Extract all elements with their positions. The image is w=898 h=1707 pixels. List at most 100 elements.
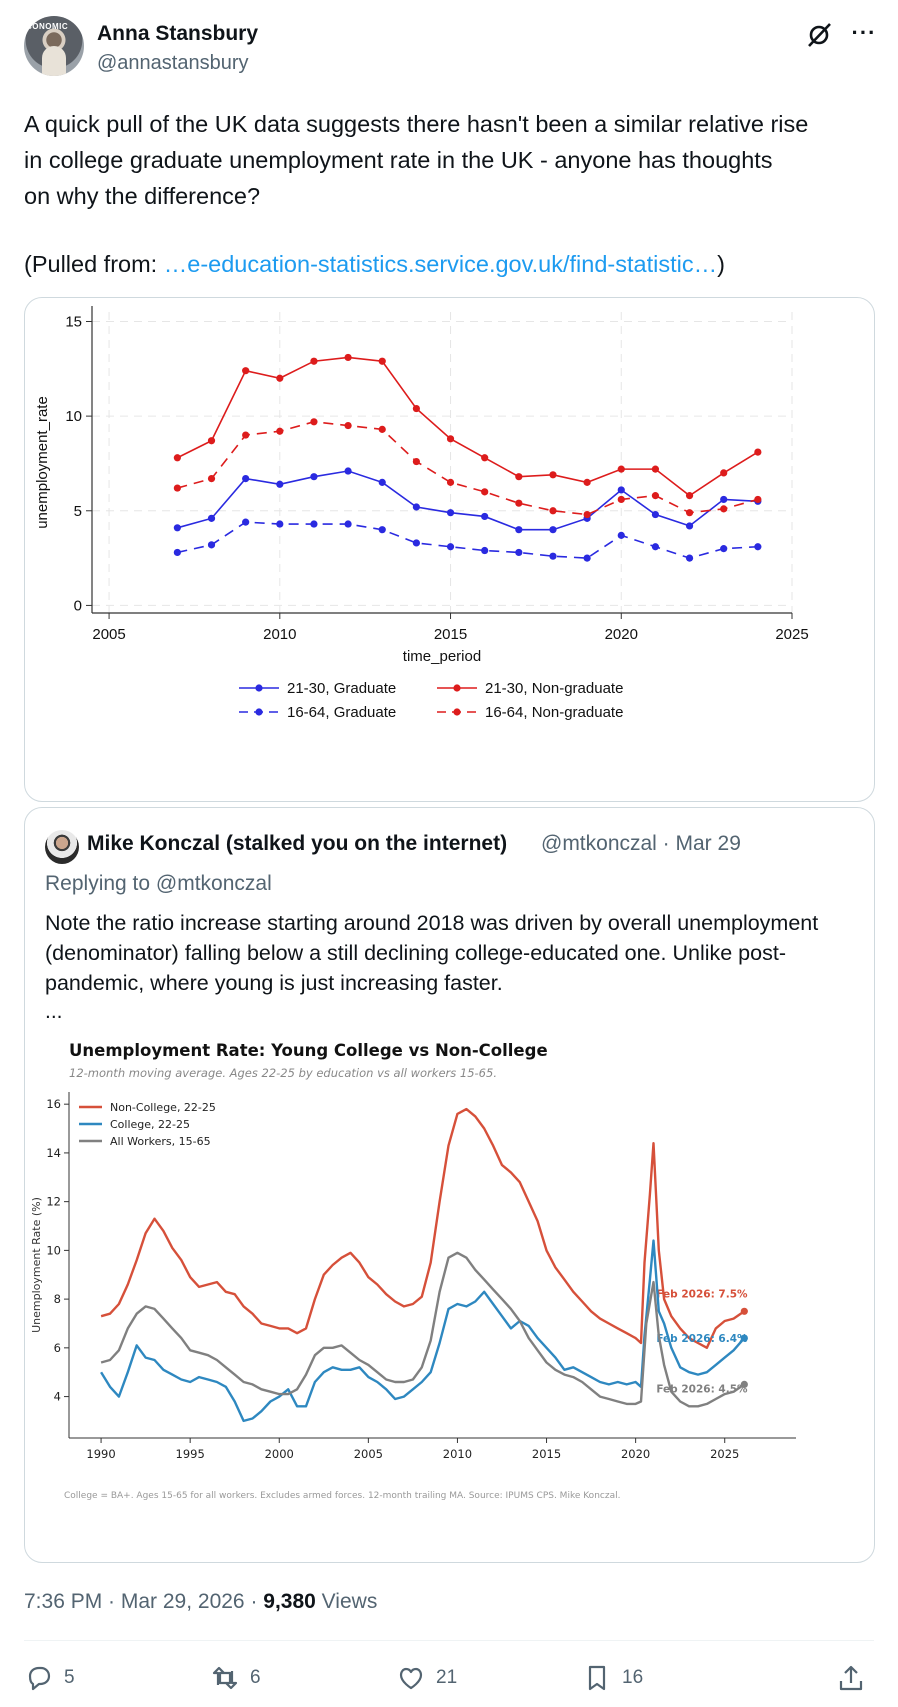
tweet-actions: 5 6 21 16 [24,1658,874,1702]
uk-data-point [617,486,625,494]
uk-data-point [617,531,625,539]
uk-y-tick-label: 15 [65,313,82,330]
uk-data-point [207,437,216,445]
uk-y-tick-label: 10 [65,408,82,425]
uk-legend-marker [453,708,461,716]
us-y-tick-label: 10 [46,1243,61,1257]
heart-icon [399,1667,423,1690]
tweet-source-line: (Pulled from: …e-education-statistics.se… [24,246,874,282]
uk-data-point [720,469,728,477]
uk-data-point [754,448,762,456]
uk-data-point [446,509,455,517]
uk-data-point [344,421,352,430]
uk-data-point [378,526,386,534]
us-x-tick-label: 1995 [176,1447,205,1461]
uk-data-point [344,520,352,528]
uk-data-point [276,480,284,488]
uk-series-line [177,470,758,531]
us-y-tick-label: 6 [54,1341,61,1355]
uk-data-point [446,435,455,443]
uk-data-point [173,524,181,532]
us-chart-footnote: College = BA+. Ages 15-65 for all worker… [64,1491,620,1501]
uk-data-point [378,425,386,433]
uk-data-point [583,510,591,519]
uk-legend-label: 16-64, Non-graduate [485,704,623,721]
author-avatar[interactable]: CONOMIC [24,16,84,76]
us-series-endpoint [740,1380,748,1388]
us-series-end-label: Feb 2026: 6.4% [656,1333,748,1345]
grok-icon[interactable] [804,20,834,50]
tweet-timestamp[interactable]: 7:36 PM · Mar 29, 2026 · [24,1590,264,1613]
us-x-tick-label: 2005 [354,1447,383,1461]
uk-data-point [207,514,216,522]
source-suffix: ) [717,251,725,277]
uk-x-tick-label: 2020 [605,626,638,643]
like-count: 21 [436,1667,458,1688]
uk-data-point [173,454,181,462]
uk-data-point [412,539,420,547]
reply-button[interactable]: 5 [24,1658,75,1698]
us-y-tick-label: 12 [46,1195,61,1209]
us-x-tick-label: 2015 [532,1447,561,1461]
uk-data-point [685,492,694,500]
uk-y-tick-label: 5 [74,503,82,520]
repost-icon [212,1666,238,1690]
uk-x-tick-label: 2015 [434,626,467,643]
more-options-icon[interactable]: ··· [851,20,877,45]
us-series-line [100,1239,746,1423]
uk-legend-marker [255,684,263,692]
uk-data-point [446,478,455,486]
repost-button[interactable]: 6 [210,1658,261,1698]
uk-data-point [173,484,181,492]
uk-chart-card[interactable]: 2005 2010 2015 2020 2025 0 5 10 15 time_period une… [24,297,875,802]
uk-data-point [207,541,216,549]
us-chart-title: Unemployment Rate: Young College vs Non-… [69,1041,548,1060]
like-button[interactable]: 21 [396,1658,457,1698]
source-link[interactable]: …e-education-statistics.service.gov.uk/f… [163,251,718,277]
uk-data-point [583,478,591,486]
quoted-author-name[interactable]: Mike Konczal (stalked you on the interne… [87,832,508,855]
quoted-author-handle-date[interactable]: @mtkonczal · Mar 29 [541,832,741,855]
author-name[interactable]: Anna Stansbury [97,22,259,45]
views-count: 9,380 [263,1590,316,1613]
us-series-end-label: Feb 2026: 7.5% [656,1288,748,1300]
us-x-tick-label: 2020 [621,1447,650,1461]
uk-data-point [515,526,523,534]
us-chart-subtitle: 12-month moving average. Ages 22-25 by e… [69,1066,497,1080]
share-button[interactable] [836,1658,866,1698]
uk-data-point [549,526,557,534]
uk-x-tick-label: 2010 [263,626,296,643]
tweet-meta: 7:36 PM · Mar 29, 2026 · 9,380 Views [24,1590,377,1614]
uk-data-point [481,488,489,496]
quoted-author-avatar[interactable] [45,830,79,864]
uk-data-point [515,548,523,557]
reply-icon [28,1666,51,1691]
uk-y-tick-label: 0 [74,597,82,614]
uk-series-line [177,420,759,516]
uk-data-point [651,465,660,473]
uk-data-point [242,431,250,439]
uk-data-point [617,465,625,473]
us-series-line [100,1107,745,1349]
quoted-tweet-card[interactable]: Mike Konczal (stalked you on the interne… [24,807,875,1563]
uk-data-point [549,471,557,479]
us-legend-label: College, 22-25 [110,1118,190,1131]
uk-unemployment-chart: 2005 2010 2015 2020 2025 0 5 10 15 time_period une… [34,306,809,721]
uk-series-line [177,521,758,559]
uk-data-point [549,552,557,560]
uk-data-point [378,357,386,365]
uk-data-point [617,495,625,504]
avatar-banner-text: CONOMIC [26,22,69,31]
us-y-tick-label: 8 [54,1292,61,1306]
us-series-line [100,1251,745,1408]
source-prefix: (Pulled from: [24,251,164,277]
uk-data-point [310,473,318,481]
uk-data-point [446,543,455,551]
author-handle[interactable]: @annastansbury [97,52,249,74]
views-label: Views [315,1590,378,1613]
us-series-endpoint [740,1307,748,1315]
uk-data-point [173,548,181,557]
bookmark-button[interactable]: 16 [582,1658,643,1698]
uk-data-point [344,467,352,475]
uk-data-point [651,510,660,519]
